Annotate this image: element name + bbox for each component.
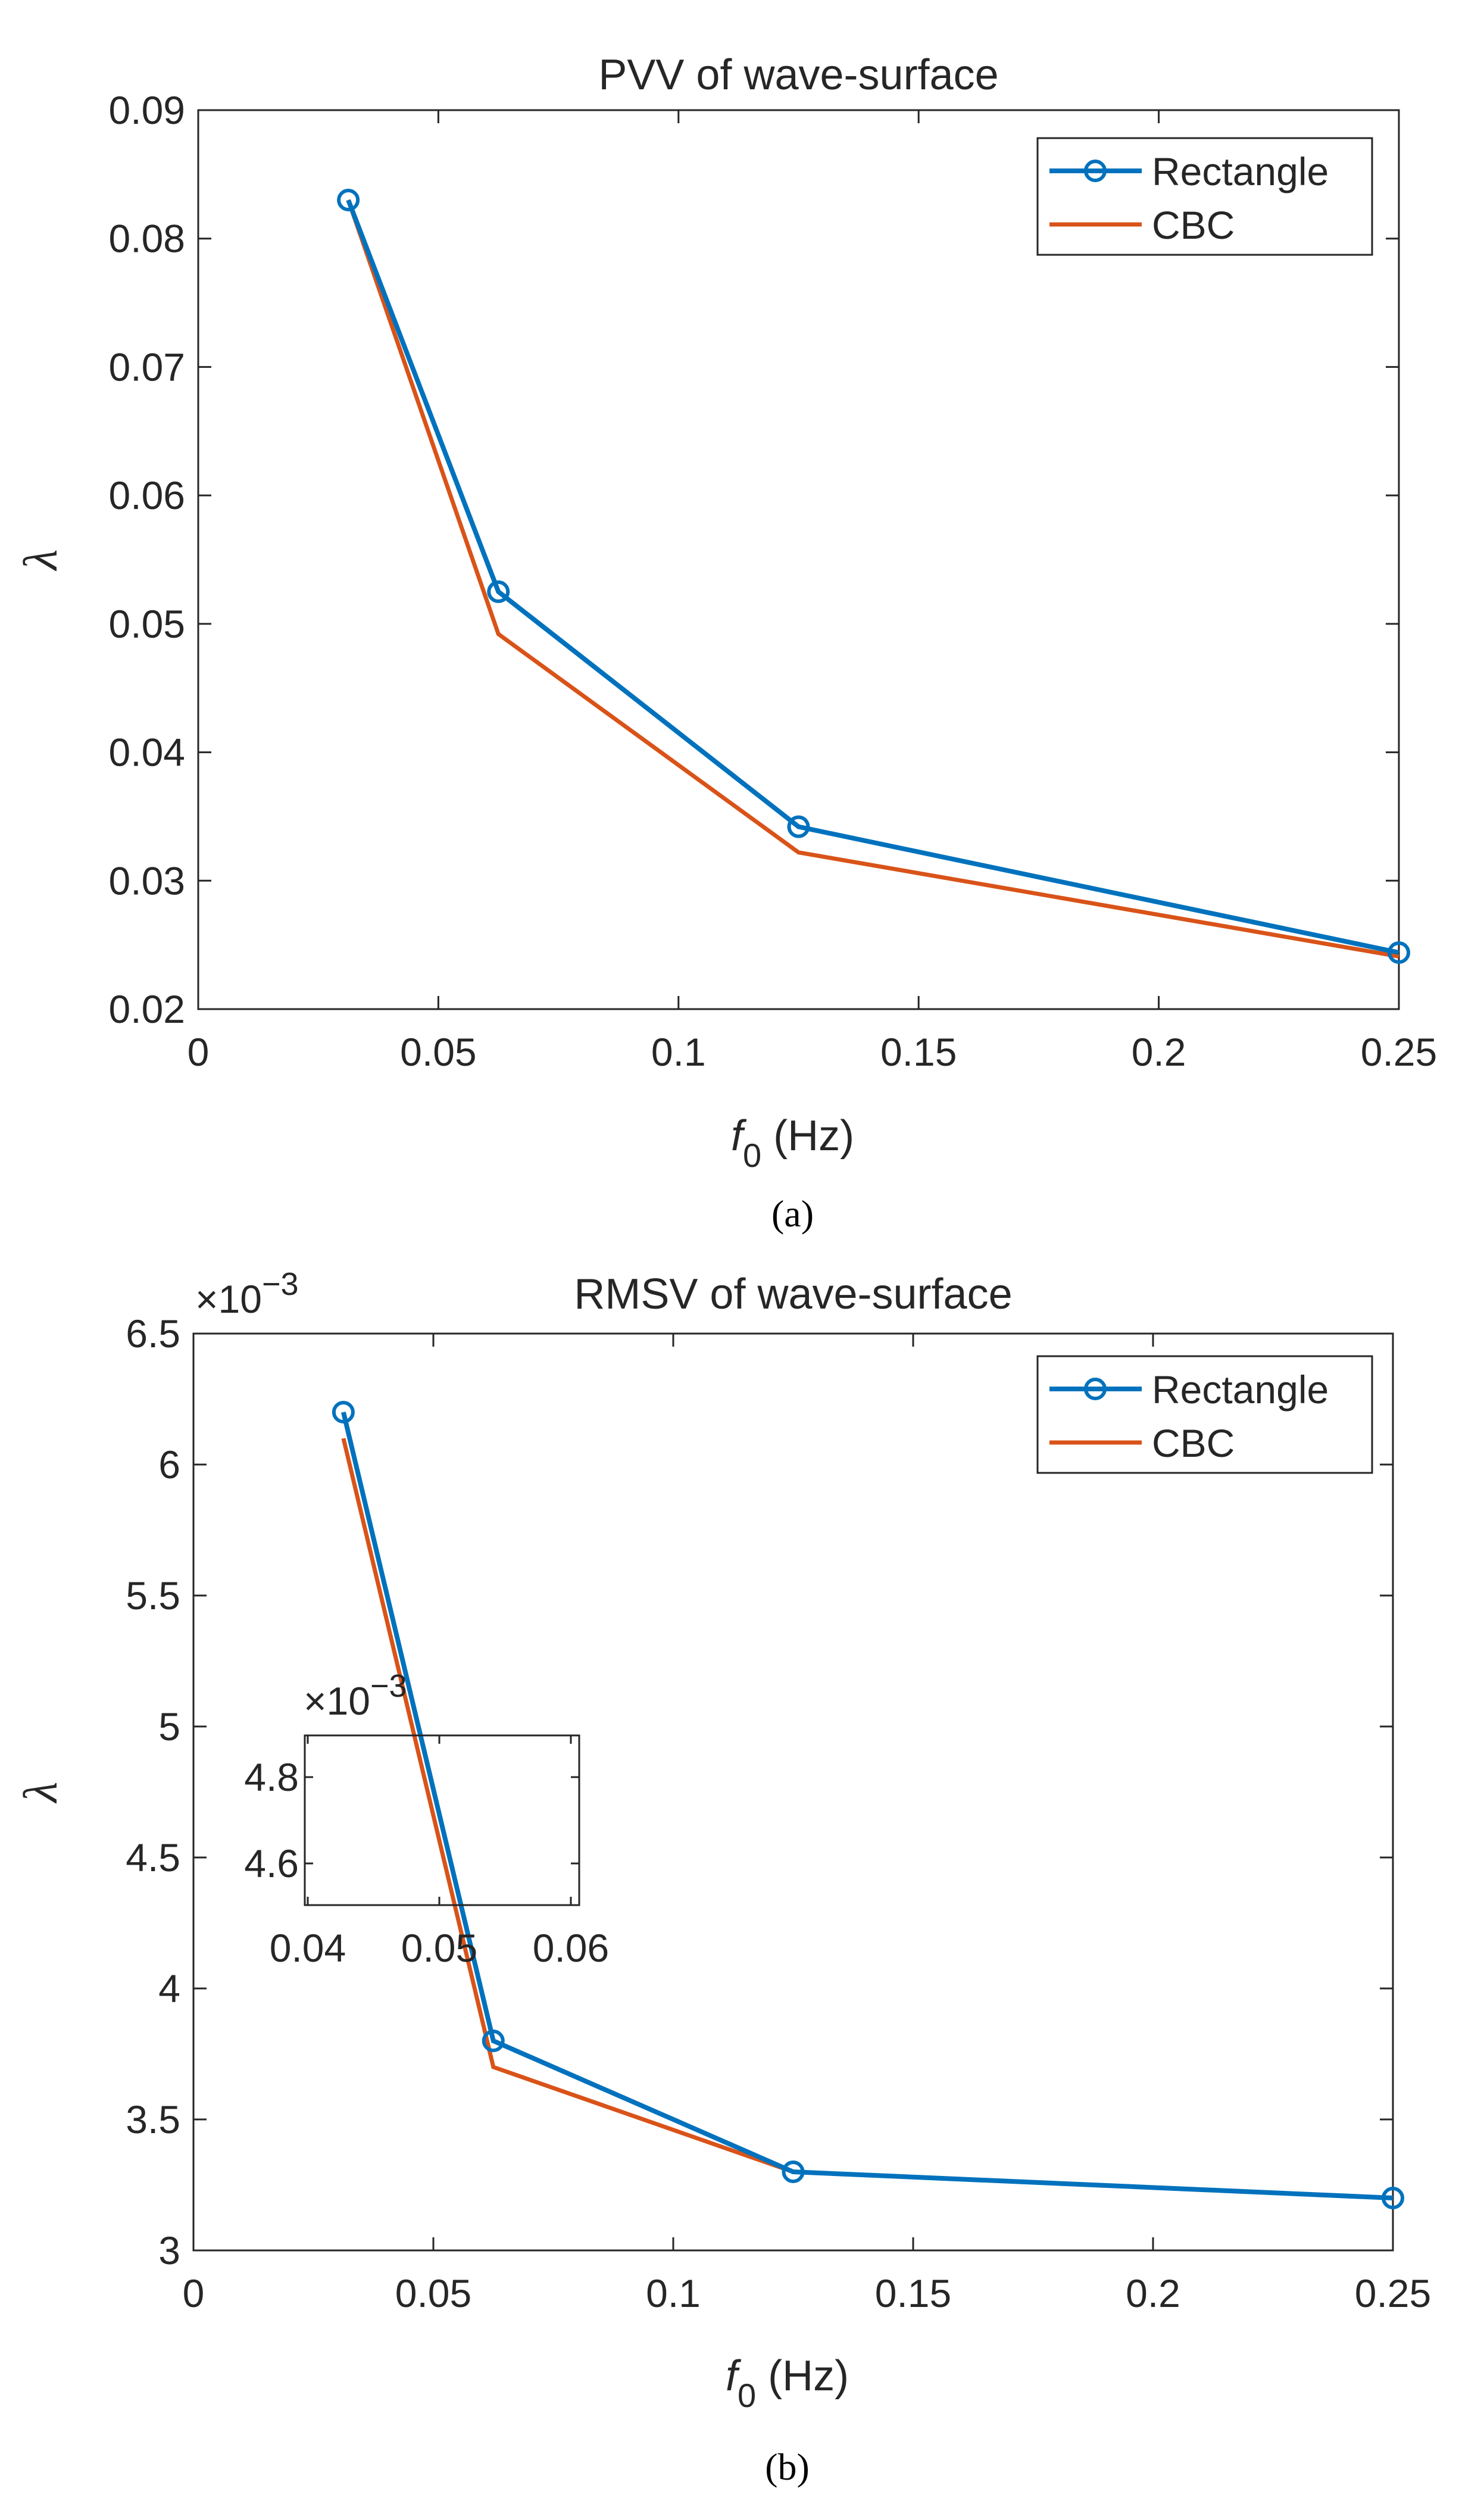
data-point-rectangle (337, 189, 360, 211)
legend-marker-rectangle (1084, 160, 1107, 182)
x-axis-label-subscript: 0 (738, 2377, 756, 2414)
legend-label-rectangle: Rectangle (1152, 149, 1329, 193)
axes-box (197, 109, 1400, 1010)
inset-x-tick-label: 0.04 (270, 1926, 346, 1970)
x-tick-label: 0.2 (1132, 1030, 1186, 1074)
y-tick-label: 6.5 (126, 1312, 180, 1356)
chart-title: RMSV of wave-surface (574, 1270, 1012, 1318)
x-tick-label: 0 (188, 1030, 210, 1074)
y-tick-label: 3.5 (126, 2097, 180, 2141)
inset-y-exponent-base: ×10 (304, 1679, 370, 1723)
legend-label-rectangle: Rectangle (1152, 1368, 1329, 1412)
legend-box (1036, 1355, 1373, 1474)
x-axis-label: f0 (Hz) (731, 1112, 854, 1174)
y-tick-label: 0.09 (109, 88, 185, 132)
x-tick-label: 0.15 (880, 1030, 957, 1074)
y-axis-label: λ (15, 1782, 67, 1804)
chart-panel-b: RMSV of wave-surface 0 0.05 0.1 0.15 0.2 0.25 3… (15, 1266, 1431, 2488)
y-tick-label: 4 (158, 1966, 180, 2010)
x-axis-label-unit: (Hz) (761, 1112, 854, 1160)
y-tick-label: 0.04 (109, 730, 185, 775)
y-tick-label: 0.02 (109, 987, 185, 1031)
x-axis-label: f0 (Hz) (726, 2352, 849, 2414)
panel-label: (b) (765, 2446, 810, 2488)
x-tick-label: 0.05 (400, 1030, 476, 1074)
y-tick-label: 0.07 (109, 345, 185, 389)
inset-y-exponent-label: ×10−3 (304, 1668, 407, 1723)
y-tick-label: 0.05 (109, 602, 185, 646)
data-point-rectangle (332, 1401, 355, 1423)
series-line-cbc (341, 1438, 1394, 2200)
legend: Rectangle CBC (1036, 1355, 1373, 1474)
x-tick-label: 0.25 (1361, 1030, 1437, 1074)
axes-box (192, 1332, 1394, 2252)
series-line-rectangle (346, 199, 1399, 956)
x-tick-label: 0.1 (646, 2271, 701, 2315)
y-tick-label: 5.5 (126, 1573, 180, 1618)
legend: Rectangle CBC (1036, 137, 1373, 256)
data-point-rectangle (1388, 941, 1410, 964)
y-tick-label: 0.03 (109, 858, 185, 903)
panel-label: (a) (771, 1192, 814, 1235)
series-line-cbc (346, 199, 1399, 959)
y-tick-label: 4.5 (126, 1835, 180, 1880)
inset-y-tick-label: 4.6 (244, 1841, 299, 1885)
y-exponent-base: ×10 (195, 1277, 262, 1321)
inset-x-tick-label: 0.06 (533, 1926, 609, 1970)
x-tick-label: 0.25 (1355, 2271, 1431, 2315)
y-tick-label: 0.06 (109, 473, 185, 517)
data-point-rectangle (782, 2161, 805, 2183)
y-exponent-label: ×10−3 (195, 1266, 299, 1321)
legend-label-cbc: CBC (1152, 1421, 1235, 1465)
x-axis-label-subscript: 0 (743, 1137, 761, 1174)
series-line-rectangle (341, 1412, 1394, 2200)
x-tick-label: 0.1 (651, 1030, 706, 1074)
y-tick-label: 3 (158, 2228, 180, 2272)
y-tick-label: 0.08 (109, 217, 185, 261)
chart-title: PVV of wave-surface (598, 51, 998, 99)
inset-y-tick-label: 4.8 (244, 1755, 299, 1799)
x-axis-label-unit: (Hz) (756, 2352, 849, 2400)
y-tick-label: 6 (158, 1443, 180, 1487)
inset-y-exponent-power: −3 (370, 1668, 407, 1704)
y-exponent-power: −3 (262, 1266, 299, 1302)
y-tick-label: 5 (158, 1704, 180, 1749)
data-point-rectangle (487, 580, 510, 603)
chart-panel-a: PVV of wave-surface 0 0.05 0.1 0.15 0.2 0.25 0.… (15, 51, 1437, 1235)
x-tick-label: 0.15 (875, 2271, 951, 2315)
legend-box (1036, 137, 1373, 256)
legend-marker-rectangle (1084, 1378, 1107, 1400)
legend-label-cbc: CBC (1152, 203, 1235, 247)
inset-x-tick-label: 0.05 (401, 1926, 477, 1970)
inset-axes-box (304, 1734, 580, 1906)
data-point-rectangle (482, 2030, 505, 2052)
data-point-rectangle (787, 815, 810, 838)
data-point-rectangle (1382, 2187, 1404, 2209)
x-tick-label: 0.05 (395, 2271, 471, 2315)
y-axis-label: λ (15, 550, 67, 572)
x-tick-label: 0.2 (1126, 2271, 1180, 2315)
x-tick-label: 0 (183, 2271, 205, 2315)
